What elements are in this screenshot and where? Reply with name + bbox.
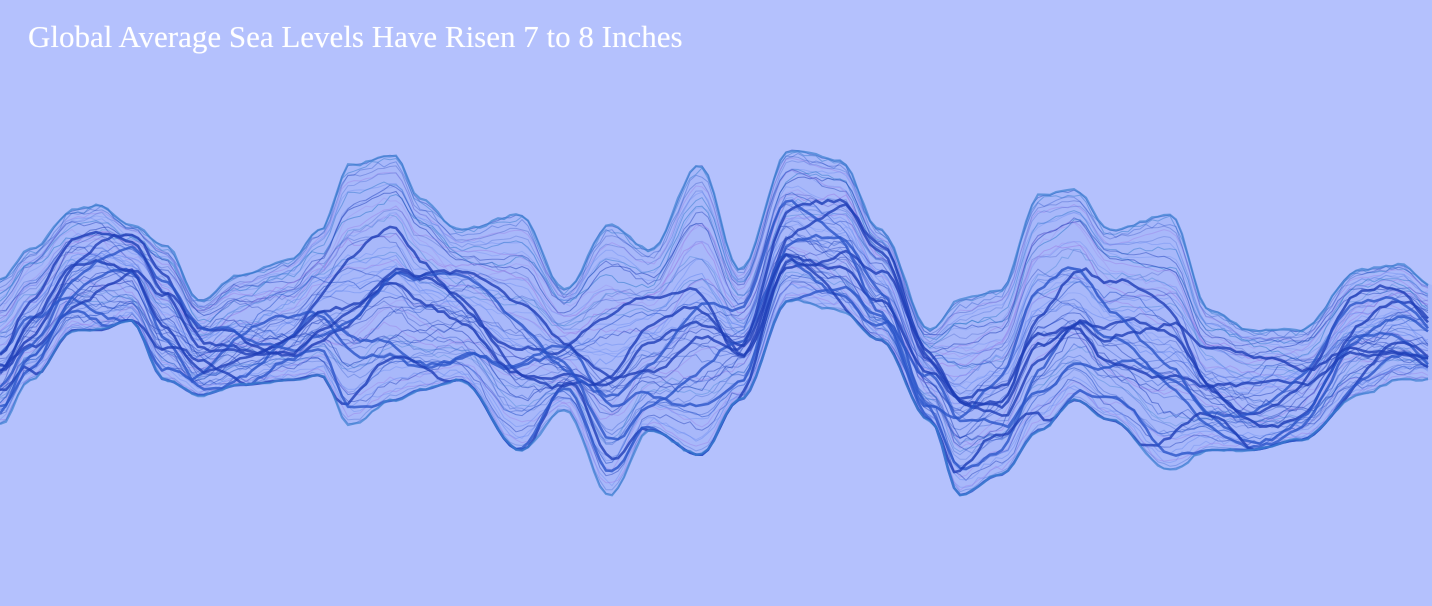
wave-upper-edge [0,149,1429,333]
wave-line [0,197,1429,382]
wave-line [0,259,1429,446]
wave-line [0,274,1429,471]
wave-line [0,189,1429,360]
wave-lower-edge [0,297,1429,497]
wave-line [0,157,1429,342]
wave-line [0,220,1429,422]
wave-accent-line [0,198,1429,409]
wave-line [0,196,1429,375]
wave-line [0,205,1429,386]
wave-line [0,169,1429,365]
wave-accent-line [0,233,1429,470]
wave-line [0,193,1429,363]
wave-accent-line [0,199,1430,420]
page-title: Global Average Sea Levels Have Risen 7 t… [28,19,683,54]
wave-line [0,273,1428,456]
wave-accent-line [0,203,1429,416]
wave-line [0,254,1429,438]
wave-line [0,176,1429,357]
wave-line [0,171,1429,361]
wave-line [0,292,1429,491]
wave-line [0,235,1429,414]
wave-line [0,185,1429,359]
wave-line [0,193,1429,372]
wave-line [0,169,1429,345]
wave-line [0,169,1429,352]
wave-line [0,208,1429,365]
wave-line [0,271,1429,453]
wave-line [0,156,1429,341]
wave-line [0,247,1429,441]
wave-line [0,193,1429,362]
wave-accent-line [0,253,1429,400]
wave-line [0,212,1429,373]
wave-line [0,253,1429,451]
